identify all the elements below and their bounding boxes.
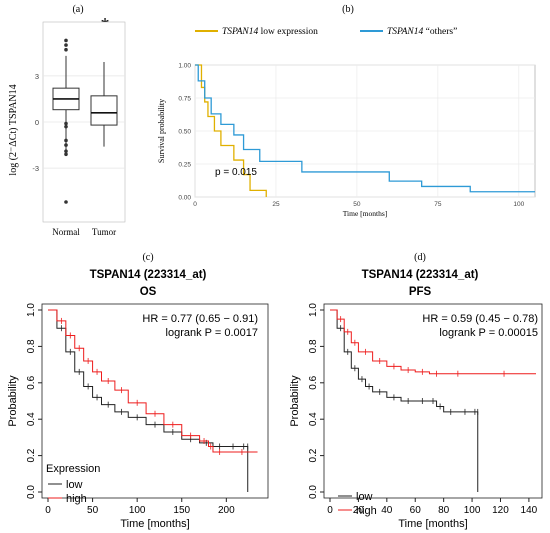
km-panel-pfs: (d) TSPAN14 (223314_at) PFS 0.0 0.2 0.4 0.6… [289, 252, 543, 530]
km-curve-high [48, 309, 258, 453]
x-tick-label: Normal [52, 227, 80, 237]
legend-high: high [356, 505, 377, 517]
outlier-point [64, 152, 68, 157]
outlier-point [64, 138, 68, 143]
x-axis-label: Time [months] [398, 518, 467, 530]
y-tick-label: 1.00 [178, 63, 191, 70]
x-tick-label: 0 [193, 201, 197, 208]
y-tick-label: 3 [35, 72, 39, 81]
x-tick-label: 0 [327, 505, 333, 516]
boxplot-panel: (a) * log (2⁻ΔCt) TSPAN14 -303NormalTumo… [8, 4, 126, 237]
outlier-point [64, 200, 68, 204]
y-axis-label: Probability [289, 375, 301, 427]
y-tick-label: -3 [32, 164, 39, 173]
km-panel-os: (c) TSPAN14 (223314_at) OS 0.00.20.40.60… [7, 252, 269, 530]
x-tick-label: 20 [353, 505, 365, 516]
logrank-p: logrank P = 0.0017 [166, 327, 258, 339]
outlier-point [64, 43, 68, 47]
y-axis-label: Probability [7, 375, 19, 427]
x-axis-label: Time [months] [343, 209, 388, 218]
panel-letter: (c) [142, 252, 153, 263]
outlier-point [64, 143, 68, 147]
legend-title: Expression [46, 463, 100, 475]
y-tick-label: 0.8 [308, 339, 319, 353]
panel-letter: (a) [72, 4, 83, 15]
legend-entry-low: TSPAN14 low expression [222, 27, 318, 37]
y-axis-label: Survival probability [157, 99, 166, 163]
x-tick-label: 140 [521, 505, 538, 516]
boxplot-plot-area: -3 0 3 Normal Tumor [32, 21, 126, 237]
y-tick-label: 0.6 [308, 375, 319, 389]
x-tick-label: 50 [353, 201, 361, 208]
y-tick-label: 0.4 [26, 412, 37, 426]
km-curve-low [330, 309, 479, 492]
y-tick-label: 0.8 [26, 339, 37, 353]
hazard-ratio: HR = 0.77 (0.65 − 0.91) [142, 313, 258, 325]
outlier-point [64, 38, 68, 43]
x-tick-label: 0 [45, 505, 51, 516]
hazard-ratio: HR = 0.59 (0.45 − 0.78) [422, 313, 538, 325]
y-tick-label: 0.2 [308, 448, 319, 462]
outlier-point [64, 149, 68, 154]
x-tick-label: 150 [173, 505, 190, 516]
y-tick-label: 0.2 [26, 448, 37, 462]
panel-letter: (d) [414, 252, 426, 263]
y-tick-label: 0.4 [308, 412, 319, 426]
km-curve-low [48, 309, 249, 492]
legend-high: high [66, 493, 87, 505]
x-tick-label: 100 [513, 201, 524, 208]
y-tick-label: 1.0 [26, 303, 37, 317]
legend-entry-others: TSPAN14 “others” [387, 27, 457, 37]
chart-subtitle: PFS [409, 286, 432, 298]
x-tick-label: 120 [492, 505, 509, 516]
plot-frame [41, 303, 269, 499]
x-tick-label: 40 [381, 505, 393, 516]
panel-letter: (b) [342, 4, 354, 15]
legend-low: low [356, 491, 373, 503]
y-tick-label: 0.6 [26, 375, 37, 389]
outlier-point [64, 124, 68, 129]
survival-plot-area: 0.00 0.25 0.50 0.75 1.00 0 25 50 75 100 Time [mont… [157, 63, 536, 218]
x-tick-label: Tumor [92, 227, 116, 237]
y-tick-label: 0.25 [178, 162, 191, 169]
y-tick-label: 0.0 [26, 485, 37, 499]
x-tick-label: 50 [87, 505, 99, 516]
survival-panel-b: (b) TSPAN14 low expression TSPAN14 “othe… [157, 4, 536, 218]
x-axis-label: Time [months] [120, 518, 189, 530]
logrank-p: logrank P = 0.00015 [439, 327, 538, 339]
y-tick-label: 0.50 [178, 129, 191, 136]
y-tick-label: 0 [35, 118, 39, 127]
x-tick-label: 80 [438, 505, 450, 516]
km-plot-area: 0.0 0.2 0.4 0.6 0.8 1.0 0 50 100 150 200 Time [mont… [7, 303, 269, 530]
p-value-annotation: p = 0.015 [215, 167, 257, 178]
x-tick-label: 100 [129, 505, 146, 516]
y-tick-label: 0.0 [308, 485, 319, 499]
legend: TSPAN14 low expression TSPAN14 “others” [195, 27, 457, 37]
y-tick-label: 0.75 [178, 96, 191, 103]
chart-subtitle: OS [140, 286, 157, 298]
x-tick-label: 200 [218, 505, 235, 516]
outlier-point [64, 121, 68, 126]
legend-low: low [66, 479, 83, 491]
y-tick-label: 0.00 [178, 195, 191, 202]
survival-curve [195, 64, 535, 193]
x-tick-label: 100 [464, 505, 481, 516]
chart-title: TSPAN14 (223314_at) [362, 269, 479, 281]
plot-frame [323, 303, 543, 499]
box-tumor [90, 95, 118, 126]
outlier-point [64, 47, 68, 52]
x-tick-label: 60 [410, 505, 422, 516]
y-axis-label: log (2⁻ΔCt) TSPAN14 [8, 84, 19, 175]
y-tick-label: 1.0 [308, 303, 319, 317]
x-tick-label: 75 [434, 201, 442, 208]
km-plot-area: 0.0 0.2 0.4 0.6 0.8 1.0 0 20 40 60 80 100 120 140 Time… [289, 303, 543, 530]
x-tick-label: 25 [272, 201, 280, 208]
chart-title: TSPAN14 (223314_at) [90, 269, 207, 281]
